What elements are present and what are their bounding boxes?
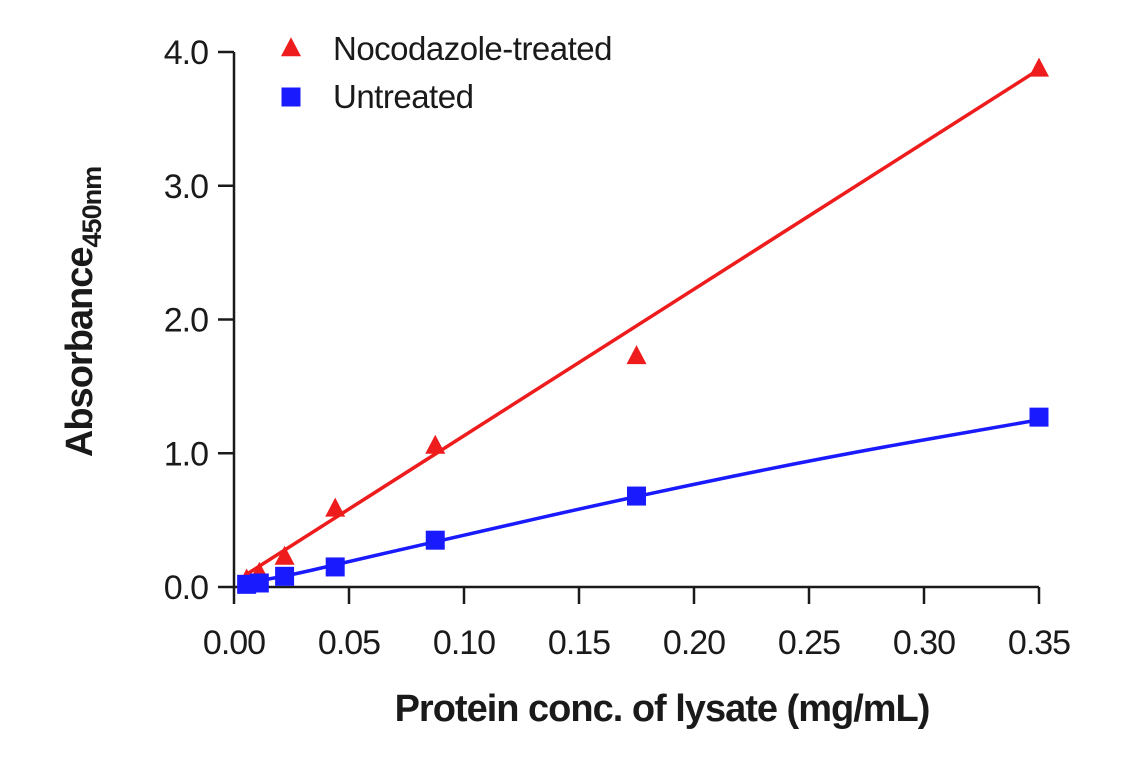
fit-line-nocodazole-treated: [244, 67, 1040, 577]
y-tick-label: 0.0: [164, 569, 208, 607]
data-point-untreated: [325, 557, 345, 577]
data-point-nocodazole-treated: [274, 545, 295, 565]
legend-label: Nocodazole-treated: [333, 30, 612, 67]
y-tick-label: 4.0: [164, 34, 208, 72]
x-tick-label: 0.25: [778, 624, 840, 662]
legend-label: Untreated: [333, 78, 473, 115]
data-point-nocodazole-treated: [425, 434, 446, 454]
x-tick-label: 0.15: [548, 624, 610, 662]
x-tick-label: 0.30: [893, 624, 955, 662]
y-ticks: 0.0 1.0 2.0 3.0 4.0: [164, 34, 234, 607]
data-point-untreated: [1029, 407, 1049, 427]
data-point-nocodazole-treated: [1029, 57, 1049, 77]
legend-marker-untreated: [281, 87, 301, 107]
x-ticks: 0.00 0.05 0.10 0.15 0.20 0.25 0.30 0.35: [203, 587, 1071, 662]
y-tick-label: 3.0: [164, 168, 208, 206]
x-tick-label: 0.10: [433, 624, 495, 662]
x-axis-title: Protein conc. of lysate (mg/mL): [395, 688, 930, 730]
data-point-untreated: [275, 566, 295, 586]
y-axis-title: Absorbance450nm: [59, 167, 107, 457]
y-tick-label: 1.0: [164, 435, 208, 473]
x-tick-label: 0.05: [318, 624, 380, 662]
data-point-untreated: [627, 486, 646, 506]
fit-lines: [244, 67, 1040, 585]
x-tick-label: 0.00: [203, 624, 265, 662]
data-markers: [236, 57, 1049, 594]
data-point-nocodazole-treated: [325, 497, 346, 517]
data-point-untreated: [425, 530, 445, 550]
legend: Nocodazole-treated Untreated: [281, 30, 613, 115]
x-tick-label: 0.20: [663, 624, 725, 662]
y-tick-label: 2.0: [164, 302, 208, 340]
y-axis-title-subscript: 450nm: [77, 167, 107, 248]
y-axis-title-main: Absorbance: [59, 247, 101, 457]
x-tick-label: 0.35: [1008, 624, 1070, 662]
data-point-nocodazole-treated: [626, 345, 647, 365]
legend-marker-nocodazole-treated: [281, 37, 301, 57]
data-point-untreated: [249, 573, 269, 593]
